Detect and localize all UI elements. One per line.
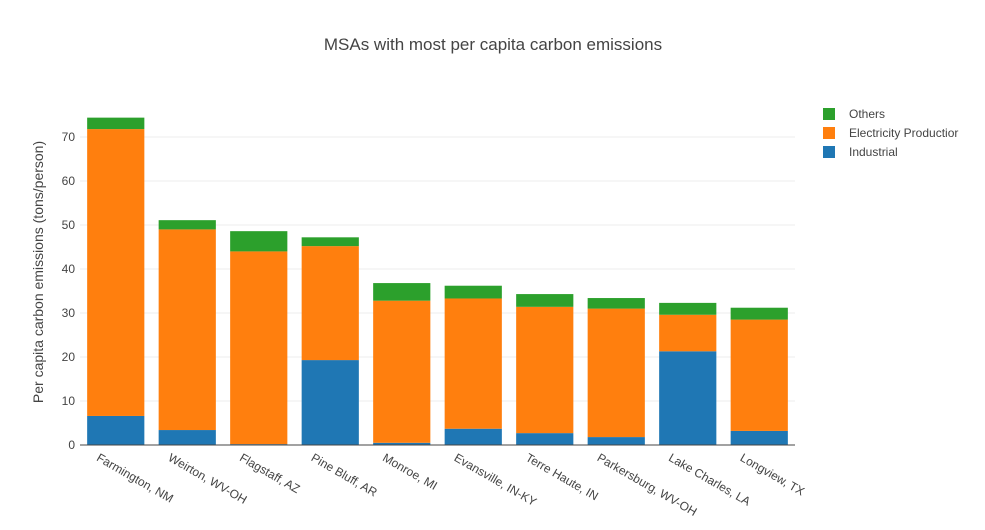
bar-segment[interactable]: Longview, TX — Industrial: 3.2	[730, 430, 788, 445]
x-tick-label: Pine Bluff, AR	[309, 450, 380, 499]
bar-segment[interactable]: Pine Bluff, AR — Others: 2	[301, 237, 359, 247]
bar-segment[interactable]: Pine Bluff, AR — Electricity Productior:…	[301, 246, 359, 361]
bar-segment[interactable]: Farmington, NM — Others: 2.6	[87, 117, 145, 130]
legend-label[interactable]: Others	[849, 107, 885, 121]
bars-layer: Farmington, NM — Industrial: 6.6Farmingt…	[87, 117, 788, 445]
y-tick-label: 10	[62, 394, 76, 408]
legend-swatch[interactable]	[823, 127, 835, 139]
bar-segment[interactable]: Flagstaff, AZ — Electricity Productior: …	[230, 251, 288, 445]
bar-segment[interactable]: Farmington, NM — Industrial: 6.6	[87, 415, 145, 445]
y-tick-label: 60	[62, 174, 76, 188]
bar-segment[interactable]: Evansville, IN-KY — Industrial: 3.7	[444, 428, 502, 445]
bar-segment[interactable]: Terre Haute, IN — Industrial: 2.7	[516, 433, 574, 445]
bar-segment[interactable]: Lake Charles, LA — Industrial: 21.3	[659, 351, 717, 445]
legend: Others Electricity Productior Industrial	[823, 107, 958, 159]
bar-segment[interactable]: Parkersburg, WV-OH — Electricity Product…	[587, 308, 645, 438]
y-tick-label: 70	[62, 130, 76, 144]
y-tick-label: 40	[62, 262, 76, 276]
x-tick-label: Farmington, NM	[94, 450, 176, 505]
bar-segment[interactable]: Terre Haute, IN — Electricity Productior…	[516, 306, 574, 434]
bar-segment[interactable]: Parkersburg, WV-OH — Industrial: 1.8	[587, 437, 645, 445]
bar-segment[interactable]: Monroe, MI — Others: 4	[373, 283, 431, 301]
x-tick-label: Longview, TX	[738, 450, 807, 498]
y-tick-label: 20	[62, 350, 76, 364]
bar-segment[interactable]: Pine Bluff, AR — Industrial: 19.3	[301, 360, 359, 445]
y-axis-title: Per capita carbon emissions (tons/person…	[30, 141, 46, 403]
bar-segment[interactable]: Longview, TX — Others: 2.7	[730, 307, 788, 320]
bar-segment[interactable]: Weirton, WV-OH — Electricity Productior:…	[158, 229, 216, 431]
bar-segment[interactable]: Evansville, IN-KY — Electricity Producti…	[444, 298, 502, 429]
bar-segment[interactable]: Flagstaff, AZ — Others: 4.6	[230, 231, 288, 252]
bar-segment[interactable]: Terre Haute, IN — Others: 2.9	[516, 294, 574, 307]
y-tick-label: 0	[68, 438, 75, 452]
y-tick-label: 50	[62, 218, 76, 232]
bar-segment[interactable]: Evansville, IN-KY — Others: 2.9	[444, 285, 502, 299]
x-tick-label: Flagstaff, AZ	[237, 450, 302, 496]
legend-swatch[interactable]	[823, 108, 835, 120]
x-tick-label: Monroe, MI	[380, 450, 440, 492]
x-tick-label: Weirton, WV-OH	[166, 450, 250, 506]
legend-label[interactable]: Industrial	[849, 145, 898, 159]
bar-segment[interactable]: Weirton, WV-OH — Others: 2.1	[158, 220, 216, 230]
y-tick-label: 30	[62, 306, 76, 320]
legend-label[interactable]: Electricity Productior	[849, 126, 958, 140]
legend-swatch[interactable]	[823, 146, 835, 158]
bar-segment[interactable]: Weirton, WV-OH — Industrial: 3.4	[158, 430, 216, 445]
y-tick-labels: 0 10 20 30 40 50 60 70	[62, 130, 76, 452]
bar-segment[interactable]: Parkersburg, WV-OH — Others: 2.4	[587, 298, 645, 309]
bar-segment[interactable]: Longview, TX — Electricity Productior: 2…	[730, 319, 788, 431]
bar-segment[interactable]: Monroe, MI — Industrial: 0.5	[373, 442, 431, 445]
bar-segment[interactable]: Farmington, NM — Electricity Productior:…	[87, 129, 145, 416]
bar-segment[interactable]: Lake Charles, LA — Others: 2.7	[659, 302, 717, 315]
bar-segment[interactable]: Lake Charles, LA — Electricity Productio…	[659, 314, 717, 352]
chart-title: MSAs with most per capita carbon emissio…	[324, 35, 662, 54]
bar-segment[interactable]: Monroe, MI — Electricity Productior: 32.…	[373, 300, 431, 443]
